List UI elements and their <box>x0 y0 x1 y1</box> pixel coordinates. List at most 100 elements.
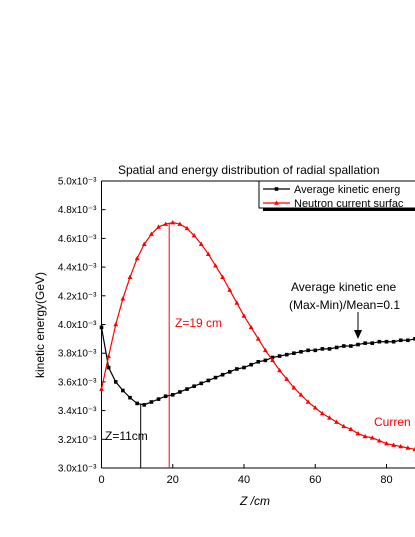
data-point <box>327 347 332 351</box>
data-point <box>141 241 147 246</box>
data-point <box>120 296 126 301</box>
data-point <box>362 433 368 439</box>
data-point <box>270 357 275 363</box>
y-tick-label: 3.8x10⁻³ <box>58 349 97 360</box>
data-point <box>255 336 261 341</box>
x-tick-label: 20 <box>167 474 179 486</box>
data-point <box>170 220 176 225</box>
data-point <box>163 221 169 226</box>
data-point <box>370 341 375 345</box>
data-point <box>334 419 340 424</box>
data-point <box>220 274 226 279</box>
data-point <box>284 376 290 381</box>
data-point <box>277 367 283 373</box>
data-point <box>349 344 353 348</box>
data-point <box>391 339 396 344</box>
data-point <box>277 354 282 358</box>
data-point <box>213 375 218 380</box>
data-point <box>398 338 403 343</box>
y-tick-label: 4.6x10⁻³ <box>58 234 97 245</box>
data-point <box>184 225 190 231</box>
data-point <box>227 287 233 292</box>
legend-shadow <box>263 207 415 211</box>
data-point <box>241 313 247 318</box>
data-point <box>398 443 404 449</box>
data-point <box>292 351 296 355</box>
data-point <box>249 362 253 367</box>
data-point <box>319 410 325 416</box>
data-point <box>306 348 310 353</box>
y-tick-label: 3.6x10⁻³ <box>58 377 97 388</box>
x-tick-label: 60 <box>309 474 321 486</box>
data-point <box>355 430 361 436</box>
data-point <box>262 347 268 353</box>
data-point <box>205 251 211 256</box>
data-point <box>312 405 318 410</box>
data-point <box>106 365 111 370</box>
y-tick-label: 4.0x10⁻³ <box>58 320 97 331</box>
data-point <box>313 348 318 353</box>
data-point <box>406 338 410 343</box>
series-line <box>100 222 415 450</box>
data-point <box>170 393 175 397</box>
data-point <box>99 325 104 330</box>
legend: Average kinetic energ Neutron current sur… <box>263 184 404 210</box>
annotation: (Max-Min)/Mean=0.1 <box>289 298 400 312</box>
x-axis-label: Z /cm <box>239 494 270 508</box>
chart-title: Spatial and energy distribution of radia… <box>118 163 380 177</box>
data-point <box>341 344 346 348</box>
data-point <box>213 263 218 268</box>
y-tick-label: 4.4x10⁻³ <box>58 263 97 274</box>
data-point <box>191 232 197 238</box>
data-point <box>405 445 411 450</box>
annotation: Z=19 cm <box>175 316 222 330</box>
x-tick-label: 40 <box>238 474 250 486</box>
plot-area: 3.0x10⁻³ 3.2x10⁻³ 3.4x10⁻³ 3.6x10⁻³ 3.8x10⁻³… <box>58 177 415 486</box>
data-point <box>198 241 204 246</box>
data-point <box>384 441 389 446</box>
data-point <box>363 341 367 345</box>
data-point <box>242 365 246 370</box>
data-point <box>156 397 161 401</box>
annotation-arrowhead <box>354 330 362 339</box>
data-point <box>348 426 354 432</box>
data-point <box>192 384 196 389</box>
data-point <box>135 401 139 406</box>
data-point <box>177 221 183 226</box>
data-point <box>341 423 347 429</box>
data-point <box>263 358 268 363</box>
data-point <box>320 347 325 351</box>
data-point <box>199 381 204 386</box>
data-point <box>256 360 261 364</box>
data-point <box>369 435 375 440</box>
data-point <box>384 339 389 344</box>
data-point <box>99 386 104 391</box>
data-point <box>248 324 254 330</box>
data-point <box>412 446 415 452</box>
legend-label: Average kinetic energ <box>294 184 400 196</box>
data-point <box>206 378 211 383</box>
data-point <box>298 392 304 397</box>
data-point <box>235 367 239 371</box>
y-tick-label: 3.4x10⁻³ <box>58 406 97 417</box>
data-point <box>185 387 189 391</box>
data-point <box>327 415 332 420</box>
y-tick-label: 4.8x10⁻³ <box>58 205 97 216</box>
y-axis-label: kinetic energy(GeV) <box>33 272 47 378</box>
data-point <box>376 438 382 443</box>
data-point <box>156 224 161 229</box>
x-tick-label: 80 <box>380 474 392 486</box>
data-point <box>291 385 297 390</box>
data-point <box>178 390 182 394</box>
data-point <box>270 355 275 360</box>
data-point <box>113 380 118 384</box>
y-tick-label: 5.0x10⁻³ <box>58 177 97 188</box>
data-point <box>356 342 360 347</box>
data-point <box>234 300 240 305</box>
data-point <box>391 442 397 447</box>
data-point <box>334 345 339 350</box>
data-point <box>220 372 225 377</box>
data-point <box>149 400 154 404</box>
data-point <box>284 352 289 357</box>
